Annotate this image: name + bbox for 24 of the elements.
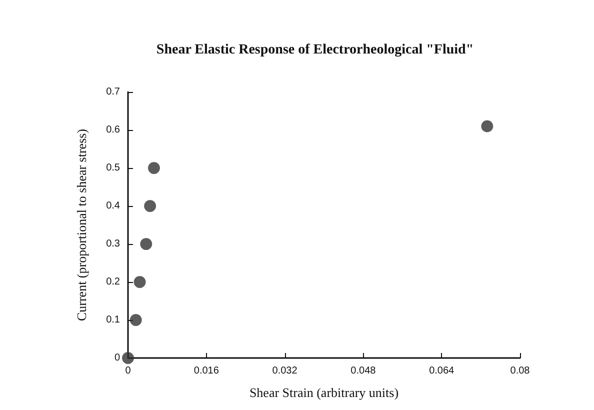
- chart-title: Shear Elastic Response of Electrorheological "Fluid": [156, 42, 474, 58]
- y-tick-label: 0.6: [106, 124, 120, 136]
- x-tick-label: 0: [125, 366, 132, 376]
- x-tick-label: 0.016: [194, 366, 220, 376]
- y-tick-label: 0.5: [106, 162, 120, 174]
- x-tick-label: 0.048: [350, 366, 376, 376]
- y-tick-label: 0: [114, 352, 120, 364]
- y-tick-label: 0.1: [106, 314, 120, 326]
- y-tick-label: 0.3: [106, 238, 120, 250]
- point: [144, 200, 156, 212]
- point: [481, 120, 494, 132]
- x-tick-label: 0.032: [272, 366, 298, 376]
- point: [140, 238, 152, 250]
- point: [134, 276, 146, 288]
- x-tick-label: 0.064: [429, 366, 455, 376]
- x-axis-title: Shear Strain (arbitrary units): [249, 385, 399, 400]
- x-tick-label: 0.08: [510, 366, 530, 376]
- point: [122, 352, 134, 364]
- y-tick-label: 0.7: [106, 86, 120, 98]
- y-axis-title: Current (proportional to shear stress): [74, 128, 89, 322]
- y-tick-label: 0.4: [106, 200, 120, 212]
- point: [130, 314, 142, 326]
- point: [148, 162, 160, 174]
- y-tick-label: 0.2: [106, 276, 120, 288]
